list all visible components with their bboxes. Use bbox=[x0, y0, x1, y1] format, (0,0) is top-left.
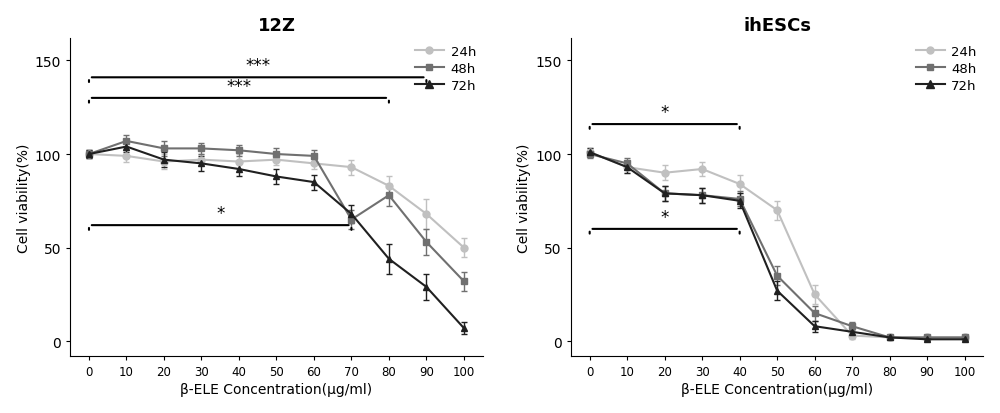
Title: ihESCs: ihESCs bbox=[743, 17, 811, 35]
Y-axis label: Cell viability(%): Cell viability(%) bbox=[17, 143, 31, 252]
Legend: 24h, 48h, 72h: 24h, 48h, 72h bbox=[916, 45, 977, 92]
X-axis label: β-ELE Concentration(μg/ml): β-ELE Concentration(μg/ml) bbox=[180, 382, 372, 396]
Text: *: * bbox=[216, 205, 224, 223]
Text: *: * bbox=[660, 209, 669, 226]
Text: ***: *** bbox=[226, 78, 252, 96]
Title: 12Z: 12Z bbox=[258, 17, 295, 35]
X-axis label: β-ELE Concentration(μg/ml): β-ELE Concentration(μg/ml) bbox=[681, 382, 873, 396]
Text: ***: *** bbox=[245, 57, 270, 75]
Text: *: * bbox=[660, 104, 669, 122]
Y-axis label: Cell viability(%): Cell viability(%) bbox=[517, 143, 531, 252]
Legend: 24h, 48h, 72h: 24h, 48h, 72h bbox=[415, 45, 476, 92]
